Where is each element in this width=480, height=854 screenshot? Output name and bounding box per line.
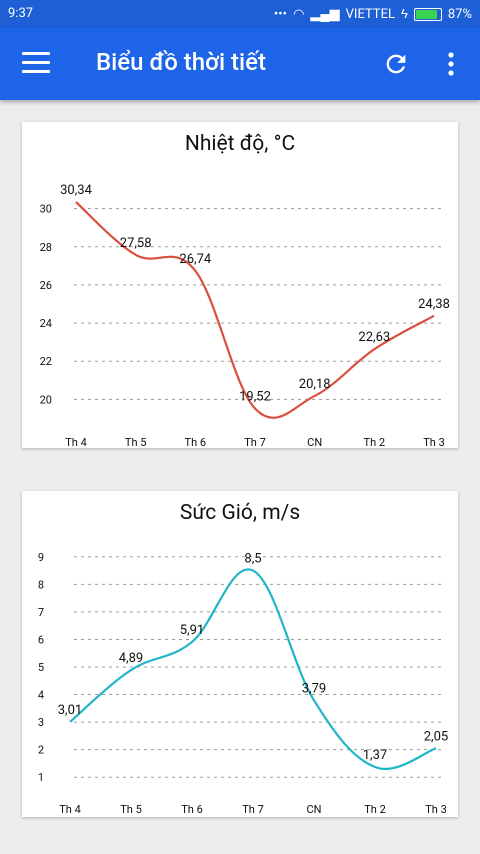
y-tick-label: 24 xyxy=(40,317,52,330)
y-tick-label: 28 xyxy=(40,241,52,254)
x-tick-label: Th 5 xyxy=(120,803,142,816)
y-tick-label: 4 xyxy=(38,689,44,702)
battery-icon xyxy=(413,7,442,21)
x-tick-label: Th 3 xyxy=(423,436,445,448)
y-tick-label: 30 xyxy=(40,203,52,216)
data-label: 3,01 xyxy=(58,703,82,718)
x-tick-label: Th 7 xyxy=(242,803,264,816)
x-tick-label: Th 4 xyxy=(59,803,81,816)
data-label: 22,63 xyxy=(358,330,390,345)
y-tick-label: 7 xyxy=(38,606,44,619)
x-tick-label: CN xyxy=(307,436,322,448)
data-label: 1,37 xyxy=(363,748,387,763)
data-label: 19,52 xyxy=(239,390,271,405)
carrier-label: VIETTEL xyxy=(345,6,395,22)
data-label: 2,05 xyxy=(424,729,448,744)
y-tick-label: 22 xyxy=(40,355,52,368)
page-title: Biểu đồ thời tiết xyxy=(96,48,266,76)
x-tick-label: Th 7 xyxy=(244,436,266,448)
notification-dots-icon: ••• xyxy=(273,6,288,22)
data-label: 3,79 xyxy=(302,681,326,696)
x-tick-label: CN xyxy=(306,803,321,816)
y-tick-label: 2 xyxy=(38,744,44,757)
y-tick-label: 6 xyxy=(38,633,44,646)
series-line xyxy=(75,201,435,419)
y-tick-label: 26 xyxy=(40,279,52,292)
battery-percent: 87% xyxy=(447,6,472,22)
series-line xyxy=(69,568,437,770)
y-tick-label: 1 xyxy=(38,771,44,784)
wind-chart: Sức Gió, m/s 1 2 3 4 5 6 7 8 9 Th 4 Th 5 Th 6 Th 7 CN T… xyxy=(38,501,448,816)
status-bar: 9:37 ••• ◠ ▂▄▆ VIETTEL ϟ 87% xyxy=(0,0,480,28)
chart-title: Sức Gió, m/s xyxy=(180,501,300,525)
data-label: 8,5 xyxy=(244,552,261,567)
data-label: 5,91 xyxy=(180,623,204,638)
status-right: ••• ◠ ▂▄▆ VIETTEL ϟ 87% xyxy=(273,6,472,23)
y-tick-label: 20 xyxy=(40,393,52,406)
data-label: 26,74 xyxy=(179,252,211,267)
data-label: 27,58 xyxy=(120,236,152,251)
signal-icon: ▂▄▆ xyxy=(310,7,340,22)
data-label: 24,38 xyxy=(418,297,450,312)
data-label: 30,34 xyxy=(60,183,92,198)
x-tick-label: Th 3 xyxy=(425,803,447,816)
wind-chart-card: Sức Gió, m/s 1 2 3 4 5 6 7 8 9 Th 4 Th 5 Th 6 Th 7 CN T… xyxy=(22,491,458,817)
app-bar: Biểu đồ thời tiết xyxy=(0,28,480,100)
x-tick-label: Th 2 xyxy=(364,436,386,448)
refresh-icon[interactable] xyxy=(382,50,410,78)
more-vertical-icon[interactable] xyxy=(446,50,456,78)
data-label: 4,89 xyxy=(119,651,143,666)
y-tick-label: 3 xyxy=(38,716,44,729)
y-tick-label: 5 xyxy=(38,661,44,674)
x-tick-label: Th 6 xyxy=(181,803,203,816)
chart-title: Nhiệt độ, °C xyxy=(185,132,295,156)
y-tick-label: 9 xyxy=(38,551,44,564)
data-label: 20,18 xyxy=(299,377,331,392)
x-tick-label: Th 2 xyxy=(364,803,386,816)
x-tick-label: Th 5 xyxy=(125,436,147,448)
y-tick-label: 8 xyxy=(38,578,44,591)
temperature-chart: Nhiệt độ, °C 20 22 24 26 28 30 Th 4 Th 5 Th 6 Th 7… xyxy=(40,132,450,448)
wifi-icon: ◠ xyxy=(293,6,305,22)
hamburger-menu-icon[interactable] xyxy=(22,52,50,76)
status-time: 9:37 xyxy=(8,6,34,21)
x-tick-label: Th 4 xyxy=(65,436,87,448)
charging-icon: ϟ xyxy=(400,7,408,22)
x-tick-label: Th 6 xyxy=(185,436,207,448)
temperature-chart-card: Nhiệt độ, °C 20 22 24 26 28 30 Th 4 Th 5 Th 6 Th 7… xyxy=(22,122,458,448)
